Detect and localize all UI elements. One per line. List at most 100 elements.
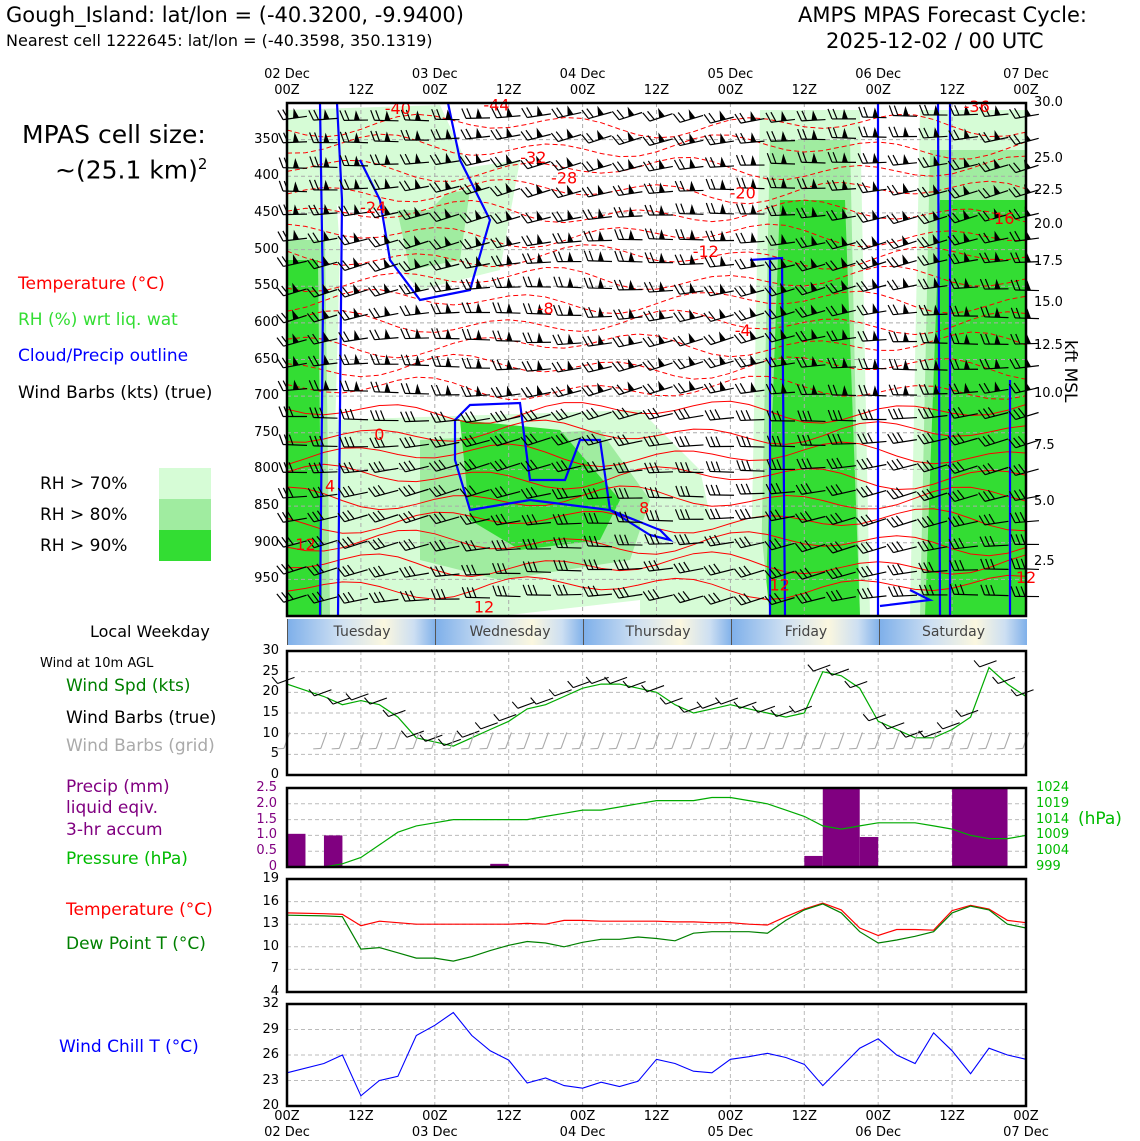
wind-barb-feather <box>889 332 893 342</box>
wind-barb-pennant <box>750 232 757 242</box>
wind-barb-pennant <box>567 333 574 343</box>
pressure-tick-label: 700 <box>239 388 279 403</box>
wind-barb-staff <box>832 444 856 445</box>
wind-barb-feather <box>888 409 893 419</box>
wind-barb-feather <box>462 108 466 118</box>
surface-barb-feather <box>993 676 999 685</box>
bottom-hour-tick-label: 12Z <box>774 1109 834 1125</box>
wind-barb-feather <box>343 234 349 245</box>
wind-barb-feather <box>649 183 654 193</box>
kft-tick-label: 20.0 <box>1034 217 1063 232</box>
wind-barb-feather <box>894 359 898 369</box>
wind-speed-tick-label: 30 <box>239 643 279 658</box>
wind-barb-feather <box>737 436 741 446</box>
pressure-tick-label: 850 <box>239 498 279 513</box>
grid-barb-feather <box>406 746 414 751</box>
wind-barb-feather <box>615 251 619 261</box>
pressure-tick-label: 1004 <box>1036 843 1069 858</box>
wind-barb-feather <box>461 386 466 396</box>
wind-barb-pennant <box>656 356 665 367</box>
grid-barb-feather <box>794 746 802 751</box>
surface-barb-feather <box>937 721 943 730</box>
wind-barb-feather <box>648 160 654 171</box>
wind-barb-feather <box>868 433 873 443</box>
wind-barb <box>582 155 612 173</box>
wind-barb <box>401 383 429 394</box>
wind-barb-feather <box>400 306 405 316</box>
grid-barb-feather <box>923 746 931 751</box>
wind-barb <box>400 303 429 316</box>
surface-wind-barb-true <box>845 674 867 689</box>
grid-barb-staff <box>598 732 604 748</box>
wind-barb-pennant <box>659 205 665 215</box>
wind-barb-feather <box>893 409 898 419</box>
wind-barb-pennant <box>537 332 543 342</box>
wind-barb-feather <box>893 433 898 443</box>
wind-barb-pennant <box>749 256 757 267</box>
wind-barb-feather <box>892 184 898 195</box>
wind-barb-pennant <box>595 105 603 116</box>
wind-barb <box>612 103 642 121</box>
wind-barb-pennant <box>567 232 574 242</box>
wind-barb-staff <box>680 445 704 447</box>
top-hour-tick-label: 12Z <box>922 83 982 99</box>
wind-barb-feather <box>644 282 649 292</box>
precip-frame <box>287 788 1026 867</box>
wind-barb-feather <box>740 509 745 519</box>
wind-barb <box>705 156 733 167</box>
wind-barb-pennant <box>534 183 543 194</box>
kft-tick-label: 10.0 <box>1034 386 1063 401</box>
temperature-tick-label: 10 <box>239 939 279 954</box>
wind-barb-pennant <box>657 333 665 344</box>
precip-bar <box>287 834 305 867</box>
wind-barb-pennant <box>353 329 360 340</box>
wind-barb <box>704 328 734 346</box>
wind-barb-staff <box>649 544 673 545</box>
grid-barb-feather <box>553 746 561 751</box>
precip-bar <box>804 856 822 867</box>
precip-tick-label: 2.0 <box>237 796 277 811</box>
grid-barb-staff <box>376 732 382 748</box>
wind-barb <box>888 430 917 444</box>
grid-barb-feather <box>498 746 506 751</box>
grid-barb-feather <box>461 746 469 751</box>
wind-barb <box>552 103 581 119</box>
bottom-hour-tick-label: 00Z <box>848 1109 908 1125</box>
wind-barb <box>887 251 917 268</box>
wind-barb-pennant <box>719 132 726 143</box>
surface-wind-barb-true <box>937 715 959 730</box>
wind-barb <box>582 379 612 397</box>
wind-barb <box>522 232 551 246</box>
wind-barb-pennant <box>750 132 757 142</box>
wind-barb-feather <box>644 311 650 322</box>
pressure-tick-label: 650 <box>239 352 279 367</box>
surface-barb-feather <box>679 705 685 714</box>
wind-barb-pennant <box>687 355 696 366</box>
wind-barb-feather <box>401 383 405 393</box>
wind-barb-feather <box>706 437 710 447</box>
grid-barb-staff <box>857 732 863 748</box>
wind-barb-feather <box>706 231 710 241</box>
wind-barb-feather <box>466 279 471 289</box>
wind-barb-feather <box>736 233 741 243</box>
wind-barb-feather <box>735 509 740 519</box>
wind-barb-feather <box>899 586 903 596</box>
wind-barb <box>583 333 612 347</box>
wind-barb <box>613 332 642 347</box>
wind-barb-feather <box>887 280 893 291</box>
wind-barb-feather <box>893 155 898 165</box>
wind-barb-staff <box>893 418 917 419</box>
wind-barb-feather <box>554 305 558 315</box>
wind-barb-pennant <box>506 277 512 287</box>
wind-barb-feather <box>613 337 619 348</box>
wind-barb <box>705 131 734 145</box>
wind-barb-pennant <box>474 152 482 163</box>
wind-barb-feather <box>496 129 502 140</box>
wind-barb-pennant <box>595 129 604 140</box>
top-hour-tick-label: 12Z <box>479 83 539 99</box>
wind-barb-staff <box>558 547 582 548</box>
wind-barb-pennant <box>415 384 421 394</box>
kft-tick-label: 12.5 <box>1034 338 1063 353</box>
wind-barb-feather <box>864 127 868 137</box>
wind-barb-feather <box>278 231 283 241</box>
